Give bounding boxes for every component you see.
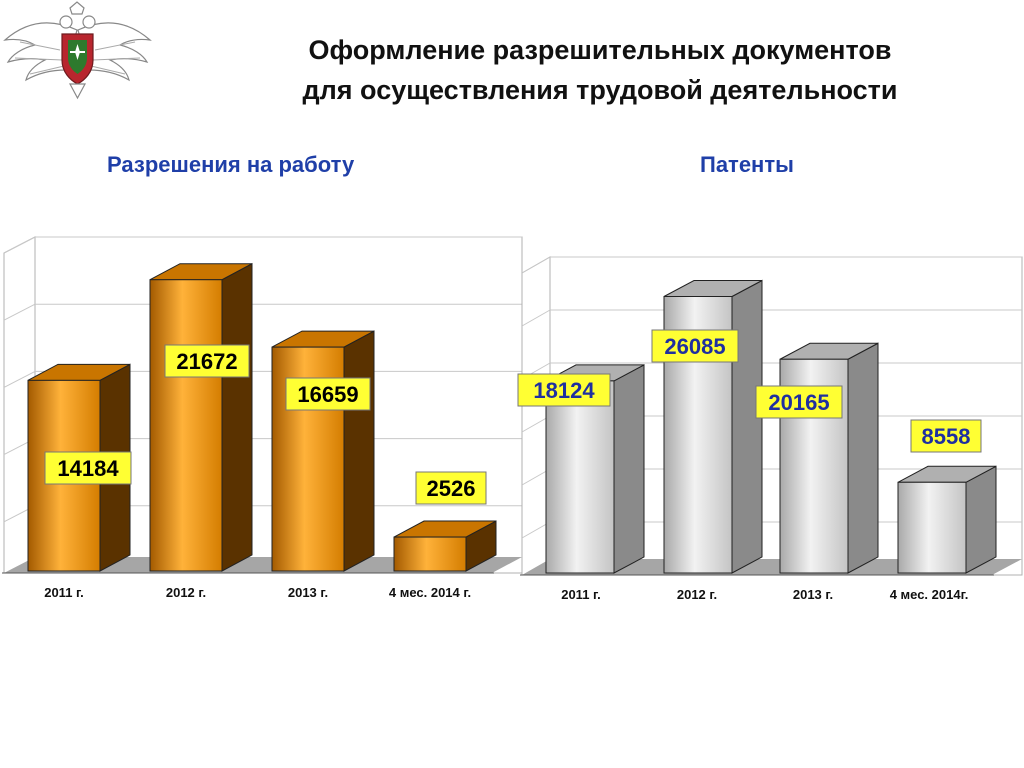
category-label: 2011 г. [44, 585, 84, 600]
data-label-box [755, 385, 843, 419]
category-label: 2013 г. [288, 585, 328, 600]
data-label-box [910, 419, 982, 453]
data-label-text: 21672 [176, 349, 237, 374]
bar-front [149, 279, 223, 572]
data-label-text: 20165 [768, 390, 829, 415]
bar-side [613, 364, 645, 574]
data-label: 2526 [415, 471, 487, 505]
bar-side [731, 279, 763, 574]
data-label-text: 26085 [664, 334, 725, 359]
data-label-text: 16659 [297, 382, 358, 407]
page-title-line-2: для осуществления трудовой деятельности [302, 75, 898, 105]
bar-side [343, 330, 375, 572]
work-permits-chart-title: Разрешения на работу [107, 152, 355, 177]
data-label: 8558 [910, 419, 982, 453]
patents-chart-title: Патенты [700, 152, 794, 177]
category-label: 2012 г. [677, 587, 717, 602]
category-label: 4 мес. 2014 г. [389, 585, 471, 600]
data-label-box [651, 329, 739, 363]
bar-front [897, 481, 967, 574]
category-label: 2013 г. [793, 587, 833, 602]
bar [149, 262, 253, 572]
bar [779, 342, 879, 574]
work-permits-chart: 14184 2011 г. 21672 2012 г. 16659 2013 г. 2526… [2, 236, 523, 600]
page-title-line-1: Оформление разрешительных документов [308, 35, 892, 65]
patents-chart: 18124 2011 г. 26085 2012 г. 20165 2013 г. 8558… [517, 256, 1023, 602]
bar-side [965, 465, 997, 574]
gridline [521, 415, 551, 433]
data-label: 21672 [164, 344, 250, 378]
page-title: Оформление разрешительных документов для… [200, 30, 1000, 110]
category-label: 2011 г. [561, 587, 601, 602]
category-label: 4 мес. 2014г. [890, 587, 969, 602]
gridline [3, 303, 36, 321]
data-label: 26085 [651, 329, 739, 363]
gridline [521, 309, 551, 327]
gridline [3, 236, 36, 254]
data-label-text: 8558 [922, 424, 971, 449]
data-label: 16659 [285, 377, 371, 411]
data-label: 20165 [755, 385, 843, 419]
bar-side [847, 342, 879, 574]
category-label: 2012 г. [166, 585, 206, 600]
bar [271, 330, 375, 572]
bar-side [221, 262, 253, 572]
emblem-logo [3, 1, 152, 100]
data-label-box [164, 344, 250, 378]
gridline [3, 370, 36, 388]
data-label: 14184 [44, 451, 132, 485]
data-label-box [285, 377, 371, 411]
chart-floor [522, 559, 1022, 575]
data-label-box [517, 373, 611, 407]
bar [897, 465, 997, 574]
bar [663, 279, 763, 574]
data-label-text: 2526 [427, 476, 476, 501]
gridline [521, 256, 551, 274]
gridline [521, 468, 551, 486]
data-label: 18124 [517, 373, 611, 407]
gridline [521, 521, 551, 539]
data-label-box [44, 451, 132, 485]
data-label-text: 14184 [57, 456, 119, 481]
bar [545, 364, 645, 574]
data-label-text: 18124 [533, 378, 595, 403]
bar [393, 520, 497, 572]
bar-front [393, 536, 467, 572]
chart-floor [4, 557, 522, 573]
data-label-box [415, 471, 487, 505]
bar-front [545, 380, 615, 574]
